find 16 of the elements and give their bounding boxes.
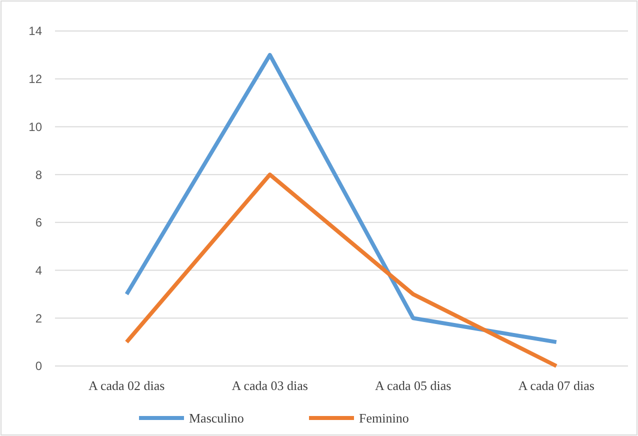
- x-tick-label: A cada 03 dias: [232, 378, 308, 393]
- y-tick-label: 4: [35, 263, 42, 278]
- y-tick-label: 2: [35, 311, 42, 326]
- legend-label: Feminino: [359, 410, 409, 426]
- legend-label: Masculino: [189, 410, 244, 426]
- y-tick-label: 8: [35, 168, 42, 182]
- y-tick-label: 6: [35, 216, 42, 230]
- y-tick-label: 12: [28, 72, 42, 86]
- line-series: [124, 172, 558, 368]
- x-tick-label: A cada 05 dias: [375, 378, 452, 393]
- x-tick-label: A cada 02 dias: [88, 378, 165, 393]
- y-tick-label: 10: [28, 120, 42, 134]
- line-series: [124, 52, 558, 344]
- x-tick-label: A cada 07 dias: [518, 378, 594, 393]
- y-tick-label: 0: [35, 359, 42, 374]
- y-tick-label: 14: [28, 24, 42, 38]
